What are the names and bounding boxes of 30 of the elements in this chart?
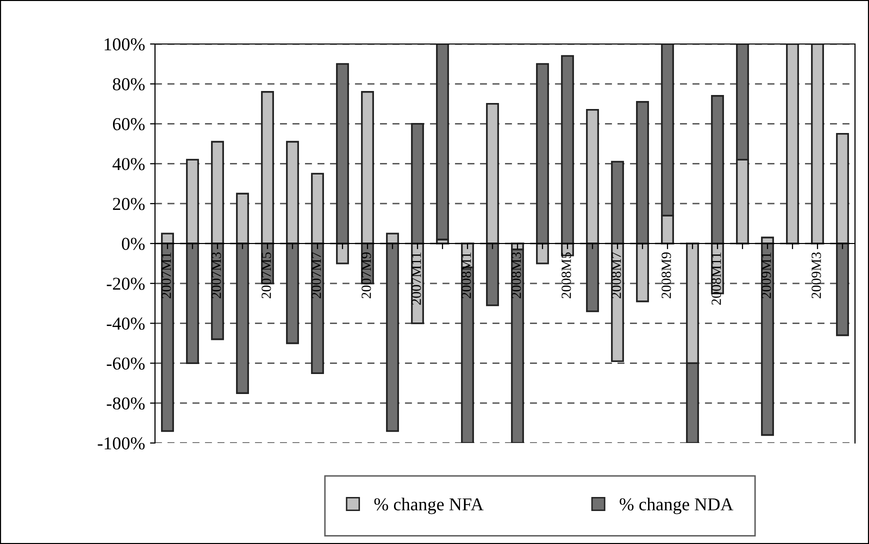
x-tick-label: 2007M11: [412, 252, 421, 305]
y-tick-label: 40%: [112, 158, 145, 170]
bar: [811, 44, 824, 244]
y-tick-label: 0%: [122, 238, 145, 250]
x-tick-label: 2009M3: [812, 252, 821, 298]
x-tick-label: 2009M1: [762, 252, 771, 298]
x-tick-label: 2007M5: [262, 252, 271, 298]
x-tick-label: 2007M9: [362, 252, 371, 298]
x-tick-label: 2008M5: [562, 252, 571, 298]
legend-label: % change NDA: [620, 498, 734, 514]
x-tick-label: 2008M9: [662, 252, 671, 298]
x-tick-label: 2008M7: [612, 252, 621, 298]
x-tick-label: 2008M1: [462, 252, 471, 298]
y-tick-label: 80%: [112, 78, 145, 90]
x-tick-label: 2007M1: [162, 252, 171, 298]
legend-label: % change NFA: [374, 498, 484, 514]
y-tick-label: -80%: [106, 397, 145, 410]
x-tick-label: 2007M3: [212, 252, 221, 298]
bar: [436, 44, 449, 240]
y-tick-label: -60%: [106, 357, 145, 370]
y-tick-label: 60%: [112, 118, 145, 130]
y-tick-label: -100%: [98, 437, 145, 450]
x-tick-label: 2008M11: [712, 252, 721, 305]
y-tick-label: -20%: [106, 278, 145, 290]
y-tick-label: 20%: [112, 198, 145, 210]
bar: [786, 44, 799, 244]
x-tick-label: 2007M7: [312, 252, 321, 298]
y-tick-label: -40%: [106, 318, 145, 330]
x-tick-label: 2008M3: [512, 252, 521, 298]
y-tick-label: 100%: [104, 38, 145, 50]
